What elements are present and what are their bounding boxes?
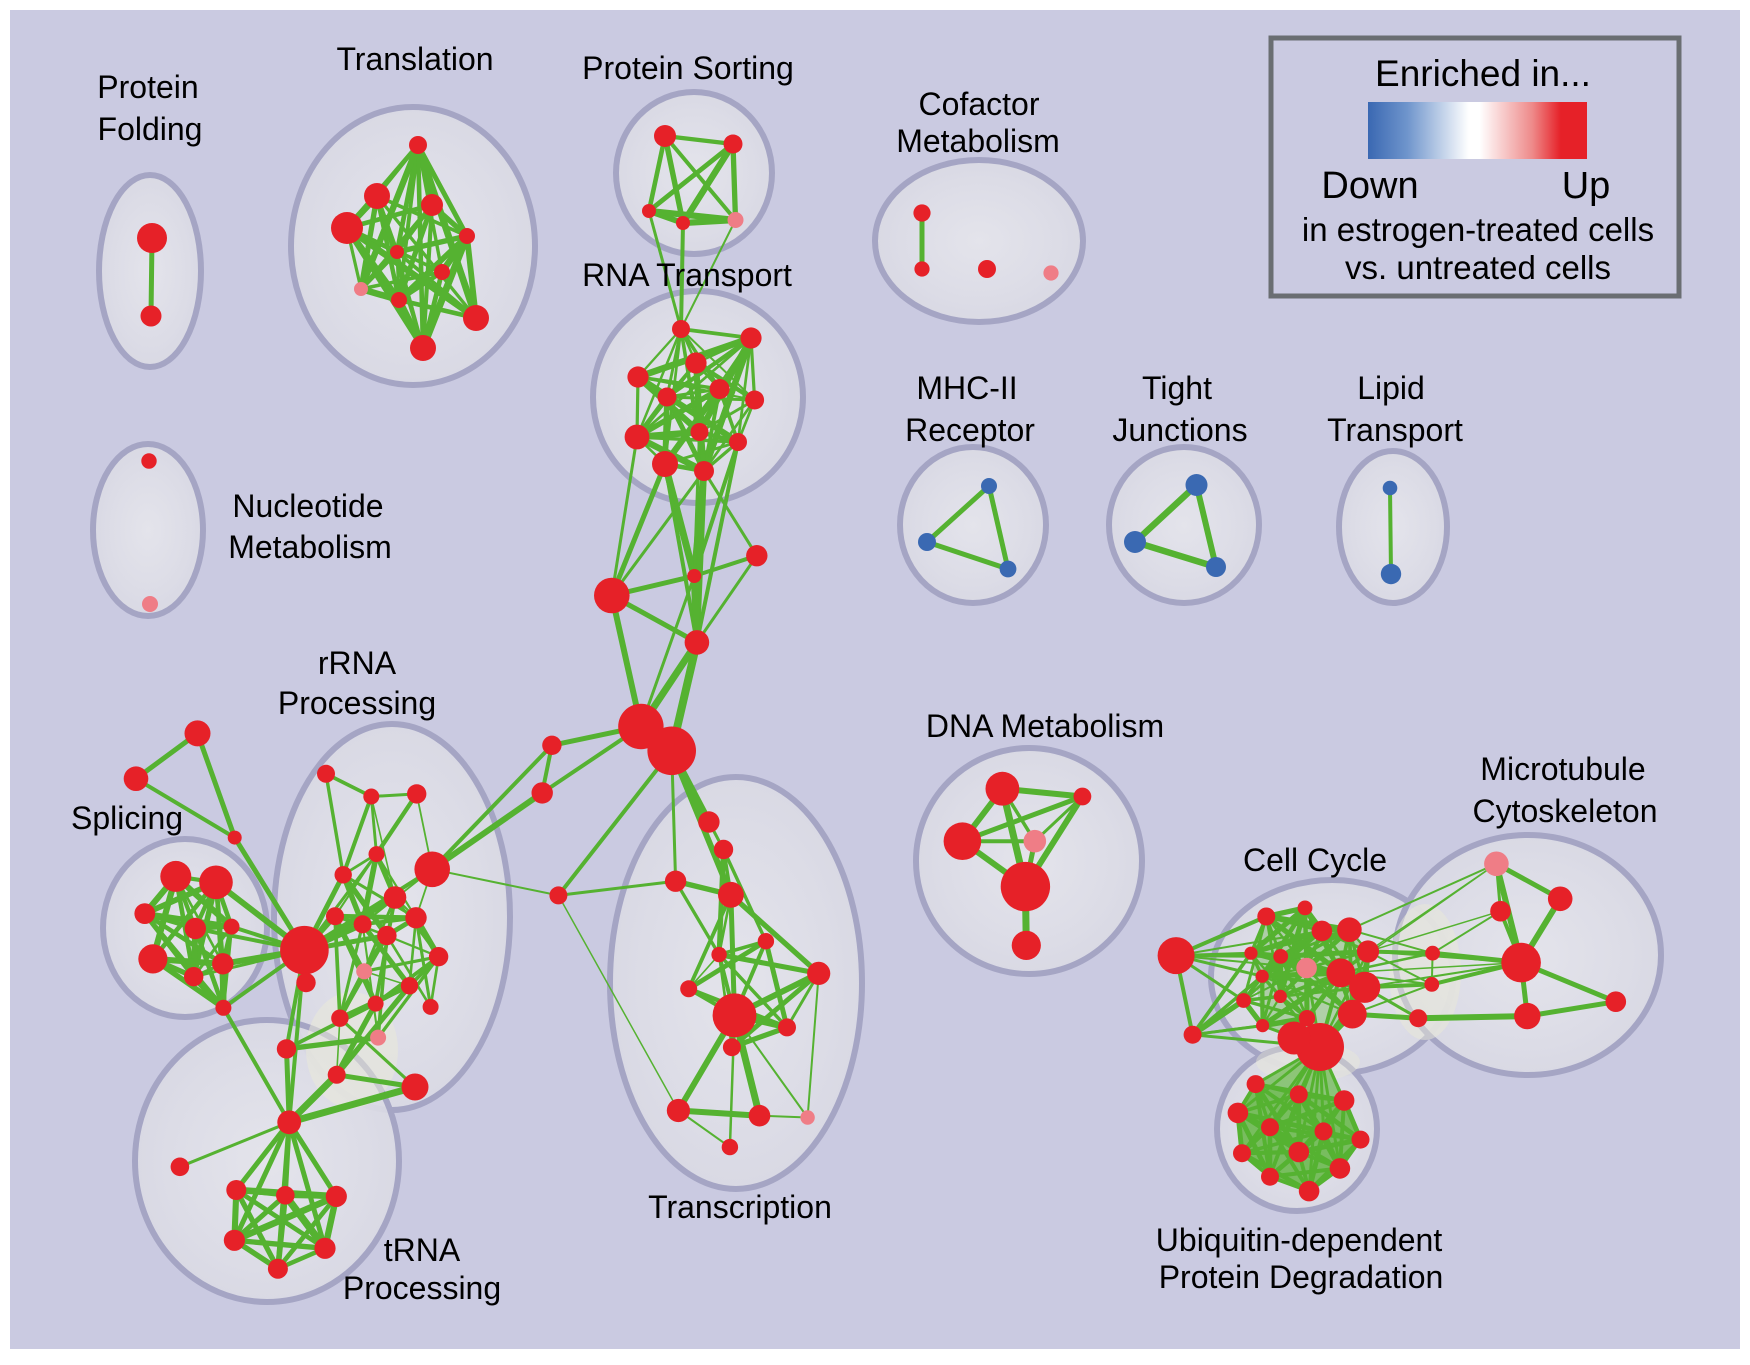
svg-text:Down: Down xyxy=(1321,165,1418,207)
svg-text:Ubiquitin-dependent: Ubiquitin-dependent xyxy=(1156,1222,1443,1258)
svg-text:Lipid: Lipid xyxy=(1357,370,1425,406)
svg-text:Nucleotide: Nucleotide xyxy=(232,488,383,524)
svg-text:Microtubule: Microtubule xyxy=(1480,751,1645,787)
svg-text:Protein Degradation: Protein Degradation xyxy=(1159,1259,1444,1295)
svg-text:Enriched in...: Enriched in... xyxy=(1375,53,1591,94)
svg-text:Folding: Folding xyxy=(98,111,203,147)
svg-text:Processing: Processing xyxy=(278,685,436,721)
svg-text:Cytoskeleton: Cytoskeleton xyxy=(1473,793,1658,829)
svg-text:Metabolism: Metabolism xyxy=(896,123,1060,159)
svg-text:in estrogen-treated cells: in estrogen-treated cells xyxy=(1302,211,1654,248)
svg-text:Protein: Protein xyxy=(97,69,198,105)
svg-text:Transcription: Transcription xyxy=(648,1189,832,1225)
svg-text:Up: Up xyxy=(1562,165,1611,207)
svg-text:rRNA: rRNA xyxy=(318,645,397,681)
svg-text:DNA Metabolism: DNA Metabolism xyxy=(926,708,1164,744)
svg-text:Protein Sorting: Protein Sorting xyxy=(582,50,794,86)
svg-text:Transport: Transport xyxy=(1327,412,1463,448)
svg-text:Tight: Tight xyxy=(1142,370,1212,406)
svg-text:Cofactor: Cofactor xyxy=(919,86,1040,122)
svg-text:Metabolism: Metabolism xyxy=(228,529,392,565)
svg-text:RNA Transport: RNA Transport xyxy=(582,257,792,293)
svg-text:Splicing: Splicing xyxy=(71,800,183,836)
svg-text:Cell Cycle: Cell Cycle xyxy=(1243,842,1387,878)
svg-text:Receptor: Receptor xyxy=(905,412,1035,448)
svg-text:MHC-II: MHC-II xyxy=(916,370,1017,406)
svg-text:Processing: Processing xyxy=(343,1270,501,1306)
svg-text:Translation: Translation xyxy=(336,41,493,77)
svg-text:vs. untreated cells: vs. untreated cells xyxy=(1345,249,1611,286)
svg-text:Junctions: Junctions xyxy=(1112,412,1247,448)
svg-text:tRNA: tRNA xyxy=(384,1232,461,1268)
